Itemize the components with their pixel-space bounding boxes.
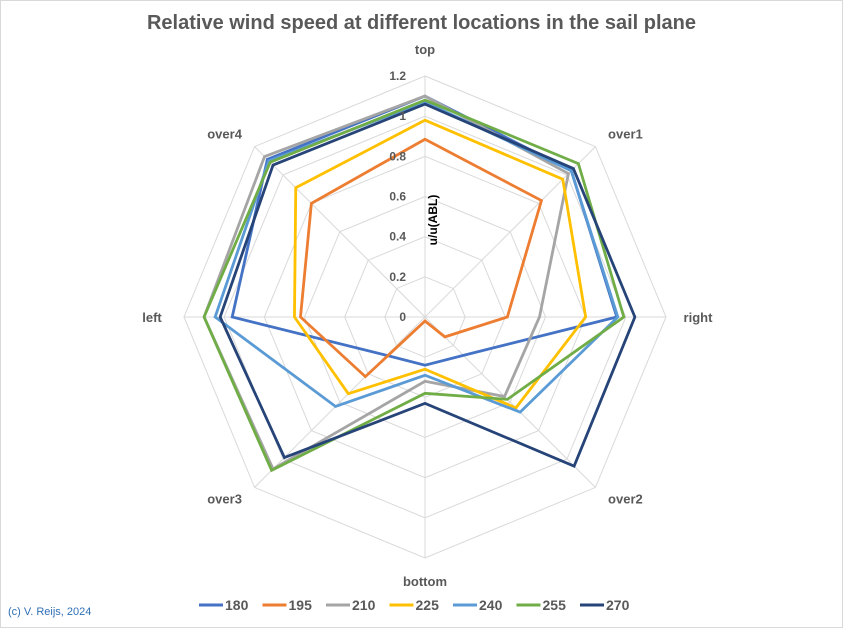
category-label-left: left bbox=[142, 310, 162, 325]
legend: 180 195 210 225 240 255 270 bbox=[199, 597, 630, 613]
category-label-over3: over3 bbox=[207, 491, 242, 506]
tick-label: 0.4 bbox=[389, 230, 406, 244]
tick-label: 0.2 bbox=[389, 270, 406, 284]
series-lines bbox=[202, 94, 637, 473]
category-label-bottom: bottom bbox=[403, 574, 447, 589]
tick-label: 0.8 bbox=[389, 149, 406, 163]
category-label-over4: over4 bbox=[207, 127, 242, 142]
radial-axis-label: u/u(ABL) bbox=[426, 195, 440, 246]
tick-label: 0 bbox=[399, 310, 406, 324]
category-label-right: right bbox=[684, 310, 714, 325]
category-labels: top over1 right over2 bottom over3 left over4 bbox=[142, 42, 713, 589]
series-240 bbox=[213, 100, 620, 414]
legend-label-270: 270 bbox=[606, 597, 630, 613]
grid-spoke bbox=[424, 146, 596, 318]
legend-label-255: 255 bbox=[543, 597, 567, 613]
legend-label-195: 195 bbox=[289, 597, 313, 613]
grid-spoke bbox=[254, 316, 426, 488]
series-270 bbox=[218, 102, 637, 468]
series-210 bbox=[202, 94, 571, 471]
tick-label: 1 bbox=[399, 109, 406, 123]
tick-label: 0.6 bbox=[389, 190, 406, 204]
chart-title: Relative wind speed at different locatio… bbox=[146, 12, 696, 34]
category-label-top: top bbox=[415, 42, 435, 57]
grid-spoke bbox=[254, 146, 426, 318]
category-label-over2: over2 bbox=[608, 491, 643, 506]
series-225 bbox=[293, 118, 588, 410]
tick-labels: 0 0.2 0.4 0.6 0.8 1 1.2 bbox=[389, 69, 406, 324]
grid bbox=[183, 75, 667, 559]
tick-label: 1.2 bbox=[389, 69, 406, 83]
series-195 bbox=[299, 137, 544, 379]
series-180 bbox=[230, 94, 619, 367]
legend-label-210: 210 bbox=[352, 597, 376, 613]
legend-label-225: 225 bbox=[416, 597, 440, 613]
category-label-over1: over1 bbox=[608, 127, 643, 142]
grid-spoke bbox=[424, 316, 596, 488]
legend-label-240: 240 bbox=[479, 597, 503, 613]
legend-label-180: 180 bbox=[225, 597, 249, 613]
copyright-text: (c) V. Reijs, 2024 bbox=[8, 606, 92, 618]
